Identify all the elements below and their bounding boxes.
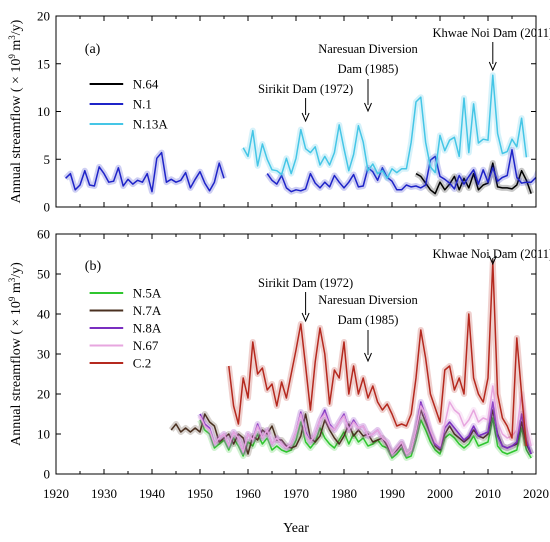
panel-label: (b) <box>85 259 102 274</box>
annotation-naresuan-line2: Dam (1985) <box>338 313 399 327</box>
y-axis-title: Annual streamflow ( × 109 m3/y) <box>7 262 24 446</box>
y-tick-label: 10 <box>37 104 50 119</box>
legend-label-n64: N.64 <box>133 77 159 92</box>
y-tick-label: 0 <box>44 467 51 482</box>
y-tick-label: 40 <box>37 307 50 322</box>
x-tick-label: 1970 <box>283 486 309 501</box>
y-axis-title-superscript: 3 <box>7 277 17 282</box>
annotation-arrowhead-sirikit <box>301 312 310 323</box>
y-axis-title: Annual streamflow ( × 109 m3/y) <box>7 19 24 203</box>
y-axis-title-part: /y) <box>9 19 24 35</box>
legend-label-n7a: N.7A <box>133 303 162 318</box>
series-group <box>168 259 535 461</box>
y-axis-title-part: m <box>9 40 24 55</box>
annotation-arrowhead-sirikit <box>301 112 310 123</box>
y-tick-label: 15 <box>37 56 50 71</box>
x-tick-label: 1990 <box>379 486 405 501</box>
series-line-n13a <box>242 74 528 180</box>
y-axis-title-superscript: 9 <box>7 54 17 59</box>
y-axis-title-part: m <box>9 282 24 297</box>
annotation-sirikit: Sirikit Dam (1972) <box>258 82 353 96</box>
annotation-arrowhead-naresuan <box>364 352 372 363</box>
y-tick-label: 5 <box>44 152 51 167</box>
y-axis-title-part: /y) <box>9 262 24 278</box>
x-tick-label: 1980 <box>331 486 357 501</box>
annotation-khwae-noi: Khwae Noi Dam (2011) <box>432 26 550 40</box>
panel-b: 1920 1930 1940 1950 1960 1970 1980 1990 2000 2010… <box>7 227 550 502</box>
annotation-khwae-noi: Khwae Noi Dam (2011) <box>432 247 550 261</box>
annotation-naresuan-line2: Dam (1985) <box>338 62 399 76</box>
legend-label-n5a: N.5A <box>133 286 162 301</box>
y-tick-label: 0 <box>44 200 51 215</box>
x-axis-title: Year <box>283 521 309 536</box>
annotation-naresuan: Naresuan Diversion <box>318 293 418 307</box>
series-line-n5a <box>199 417 532 459</box>
panel-a: 0 5 10 15 20 (a) N.64 N.1 N.13A Sirikit Dam (1972… <box>7 9 550 215</box>
x-tick-label: 2000 <box>427 486 453 501</box>
series-line-c2 <box>228 261 528 447</box>
panel-label: (a) <box>85 42 101 57</box>
series-band-n1 <box>63 146 536 195</box>
series-line-n1 <box>65 148 536 193</box>
x-tick-label: 1920 <box>43 486 69 501</box>
series-line-n64 <box>415 162 532 195</box>
x-tick-label: 1960 <box>235 486 261 501</box>
annotation-arrowhead-naresuan <box>364 102 372 113</box>
y-tick-label: 60 <box>37 227 50 242</box>
x-tick-label: 1950 <box>187 486 213 501</box>
annotation-sirikit: Sirikit Dam (1972) <box>258 276 353 290</box>
x-tick-label: 2020 <box>523 486 549 501</box>
x-tick-label: 2010 <box>475 486 501 501</box>
legend-label-c2: C.2 <box>133 356 151 371</box>
y-axis-title-part: Annual streamflow ( × 10 <box>9 59 24 204</box>
series-group <box>63 72 536 197</box>
legend-label-n67: N.67 <box>133 338 159 353</box>
y-axis-title-part: Annual streamflow ( × 10 <box>9 301 24 446</box>
y-tick-label: 10 <box>37 427 50 442</box>
y-tick-label: 50 <box>37 267 50 282</box>
y-tick-label: 20 <box>37 387 50 402</box>
annotation-arrowhead-khwae-noi <box>488 255 497 266</box>
legend-label-n1: N.1 <box>133 97 152 112</box>
x-tick-label: 1940 <box>139 486 165 501</box>
y-tick-label: 20 <box>37 9 50 24</box>
y-axis-title-superscript: 3 <box>7 35 17 40</box>
annotation-arrowhead-khwae-noi <box>488 61 497 72</box>
legend-label-n8a: N.8A <box>133 321 162 336</box>
x-tick-label: 1930 <box>91 486 117 501</box>
annotation-naresuan: Naresuan Diversion <box>318 42 418 56</box>
y-tick-label: 30 <box>37 347 50 362</box>
legend-label-n13a: N.13A <box>133 117 169 132</box>
series-line-n67 <box>199 385 532 455</box>
y-axis-title-superscript: 9 <box>7 296 17 301</box>
